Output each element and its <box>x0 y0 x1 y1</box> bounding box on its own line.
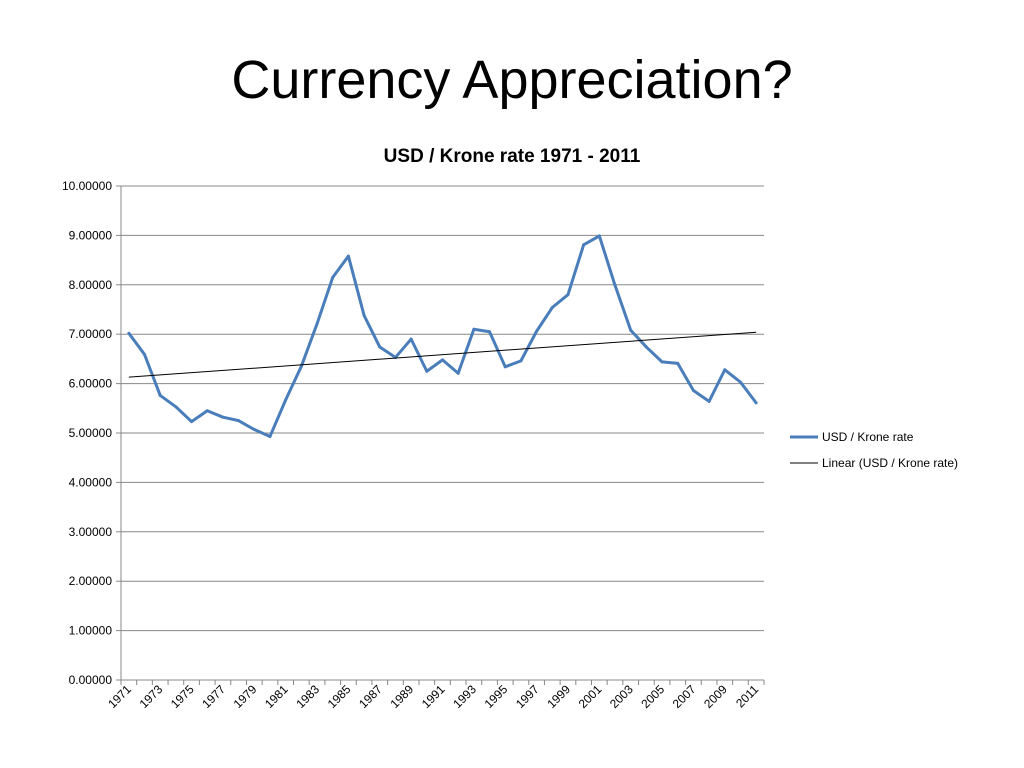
y-tick-labels: 0.00000 1.00000 2.00000 3.00000 4.00000 5.000… <box>62 179 112 687</box>
x-tick-label: 1999 <box>544 682 573 711</box>
x-tick-label: 2007 <box>670 682 699 711</box>
data-point <box>456 371 460 375</box>
data-point <box>315 322 319 326</box>
series <box>127 234 758 438</box>
data-point <box>378 345 382 349</box>
x-tick-label: 1979 <box>231 682 260 711</box>
data-point <box>691 389 695 393</box>
data-point <box>707 399 711 403</box>
x-tick-label: 1983 <box>293 682 322 711</box>
data-point <box>644 345 648 349</box>
data-point <box>754 401 758 405</box>
data-point <box>252 428 256 432</box>
y-tick-label: 8.00000 <box>69 278 113 292</box>
data-point <box>284 398 288 402</box>
data-point <box>174 405 178 409</box>
data-point <box>441 358 444 362</box>
data-point <box>519 359 523 363</box>
data-point <box>676 361 680 365</box>
data-point <box>597 234 601 238</box>
x-tick-labels: 1971 1973 1975 1977 1979 1981 1983 1985 1987 1989… <box>105 682 761 711</box>
x-tick-label: 1977 <box>199 682 228 711</box>
data-point <box>550 306 554 310</box>
x-tick-label: 2009 <box>701 682 730 711</box>
data-point <box>488 330 492 334</box>
x-tick-label: 2001 <box>576 682 605 711</box>
x-tick-label: 2003 <box>607 682 636 711</box>
legend: USD / Krone rate Linear (USD / Krone rate… <box>790 430 958 470</box>
data-point <box>629 328 633 332</box>
x-tick-label: 1991 <box>419 682 448 711</box>
data-point <box>409 337 413 341</box>
data-point <box>331 275 335 279</box>
x-tick-label: 1981 <box>262 682 291 711</box>
y-tick-label: 3.00000 <box>69 525 113 539</box>
data-point <box>127 331 131 335</box>
trendline-linear <box>128 331 757 378</box>
data-point <box>190 420 194 424</box>
y-tick-label: 10.00000 <box>62 179 112 193</box>
axes <box>116 185 765 685</box>
data-point <box>158 393 162 397</box>
x-tick-label: 1975 <box>168 682 197 711</box>
x-tick-label: 1973 <box>137 682 166 711</box>
data-point <box>237 419 241 423</box>
y-tick-label: 5.00000 <box>69 426 113 440</box>
y-tick-label: 6.00000 <box>69 377 113 391</box>
data-point <box>143 352 147 356</box>
x-tick-label: 2011 <box>733 682 761 710</box>
data-point <box>723 368 727 372</box>
y-tick-label: 9.00000 <box>69 228 113 242</box>
x-tick-label: 1985 <box>325 682 354 711</box>
data-point <box>582 243 586 247</box>
data-point <box>613 283 617 287</box>
y-tick-label: 7.00000 <box>69 327 113 341</box>
legend-label: Linear (USD / Krone rate) <box>822 456 958 470</box>
y-tick-label: 4.00000 <box>69 475 113 489</box>
data-point <box>346 254 350 258</box>
data-point <box>566 293 570 297</box>
data-point <box>503 365 507 369</box>
gridlines <box>121 185 764 681</box>
data-point <box>472 327 476 331</box>
series-line-usd-krone-rate <box>127 234 758 438</box>
x-tick-label: 1987 <box>356 682 385 711</box>
data-point <box>362 313 366 317</box>
x-tick-label: 1997 <box>513 682 542 711</box>
chart-title: USD / Krone rate 1971 - 2011 <box>384 146 641 167</box>
data-point <box>299 364 303 368</box>
y-tick-label: 2.00000 <box>69 574 113 588</box>
data-point <box>535 329 539 333</box>
x-tick-label: 1995 <box>482 682 511 711</box>
legend-label: USD / Krone rate <box>822 430 914 444</box>
data-point <box>425 369 429 373</box>
data-point <box>205 409 209 413</box>
data-point <box>738 380 742 384</box>
data-point <box>660 360 664 364</box>
data-point <box>268 434 272 438</box>
x-tick-label: 1993 <box>450 682 479 711</box>
x-tick-label: 2005 <box>638 682 667 711</box>
data-point <box>221 415 225 419</box>
y-tick-label: 1.00000 <box>69 624 113 638</box>
x-tick-label: 1989 <box>387 682 416 711</box>
y-tick-label: 0.00000 <box>69 673 113 687</box>
slide-title: Currency Appreciation? <box>231 50 793 110</box>
